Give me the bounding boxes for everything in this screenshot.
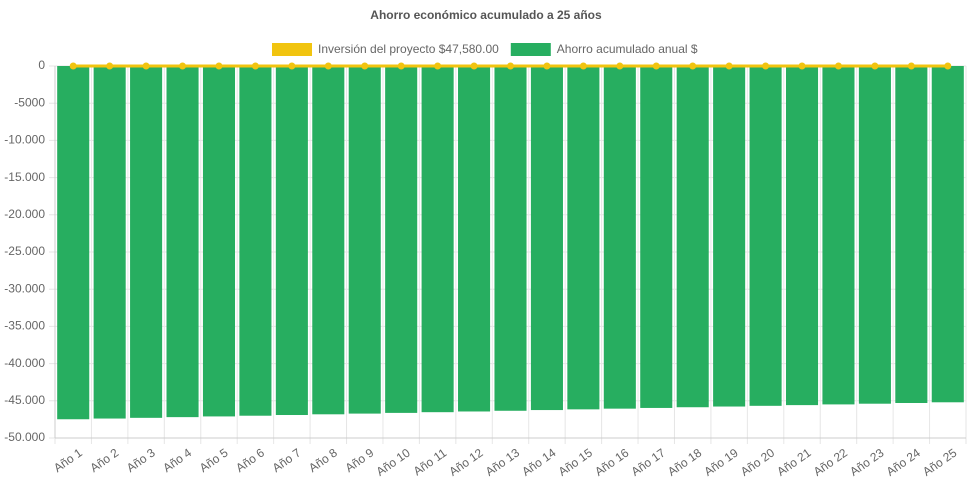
bar (676, 66, 709, 408)
x-tick-label: Año 6 (233, 445, 267, 475)
line-point (470, 62, 478, 70)
bar (312, 66, 345, 415)
bar (713, 66, 746, 407)
line-point (944, 62, 952, 70)
bar (858, 66, 891, 404)
y-tick-label: -45.000 (4, 393, 45, 407)
x-tick-label: Año 12 (446, 445, 485, 478)
line-point (579, 62, 587, 70)
x-tick-label: Año 10 (374, 445, 413, 478)
line-point (616, 62, 624, 70)
y-tick-label: -35.000 (4, 319, 45, 333)
x-tick-label: Año 3 (124, 445, 158, 475)
bar (749, 66, 782, 406)
line-point (179, 62, 187, 70)
x-tick-label: Año 13 (483, 445, 522, 478)
bar (166, 66, 199, 418)
line-point (652, 62, 660, 70)
x-tick-label: Año 8 (306, 445, 340, 475)
line-point (324, 62, 332, 70)
y-tick-label: -25.000 (4, 244, 45, 258)
bar (567, 66, 600, 410)
legend-swatch (272, 43, 312, 56)
x-tick-label: Año 20 (738, 445, 777, 478)
x-tick-label: Año 1 (51, 445, 85, 475)
bar (458, 66, 491, 412)
bar (822, 66, 855, 405)
line-point (725, 62, 733, 70)
line-point (142, 62, 150, 70)
x-tick-label: Año 2 (87, 445, 121, 475)
bar (239, 66, 272, 416)
bar (603, 66, 636, 409)
bar (348, 66, 381, 414)
line-point (106, 62, 114, 70)
x-tick-label: Año 7 (270, 445, 304, 475)
line-point (834, 62, 842, 70)
x-tick-label: Año 19 (701, 445, 740, 478)
x-tick-label: Año 23 (847, 445, 886, 478)
bar (421, 66, 454, 413)
x-tick-label: Año 15 (556, 445, 595, 478)
line-point (543, 62, 551, 70)
x-tick-label: Año 17 (629, 445, 668, 478)
x-tick-label: Año 22 (811, 445, 850, 478)
line-point (798, 62, 806, 70)
chart-title: Ahorro económico acumulado a 25 años (370, 8, 602, 22)
x-tick-label: Año 24 (884, 445, 923, 478)
line-point (397, 62, 405, 70)
legend-label: Ahorro acumulado anual $ (557, 42, 698, 56)
line-point (762, 62, 770, 70)
bar (57, 66, 90, 420)
legend-swatch (510, 43, 551, 56)
x-tick-label: Año 11 (411, 445, 450, 478)
bar (130, 66, 163, 418)
line-point (288, 62, 296, 70)
line-point (251, 62, 259, 70)
line-point (215, 62, 223, 70)
y-tick-label: -15.000 (4, 170, 45, 184)
y-tick-label: -20.000 (4, 207, 45, 221)
bar (93, 66, 126, 419)
x-tick-label: Año 4 (160, 445, 194, 475)
line-point (871, 62, 879, 70)
line-point (361, 62, 369, 70)
line-point (907, 62, 915, 70)
x-tick-label: Año 5 (197, 445, 231, 475)
y-tick-label: -10.000 (4, 133, 45, 147)
bar (931, 66, 964, 403)
line-point (689, 62, 697, 70)
line-point (434, 62, 442, 70)
x-tick-label: Año 16 (592, 445, 631, 478)
x-tick-label: Año 9 (343, 445, 377, 475)
bar (895, 66, 928, 403)
bar (530, 66, 563, 411)
y-tick-label: -40.000 (4, 356, 45, 370)
y-tick-label: 0 (38, 58, 45, 72)
bar (494, 66, 527, 411)
bar (275, 66, 308, 416)
bar (385, 66, 418, 413)
line-point (69, 62, 77, 70)
bar (640, 66, 673, 408)
y-tick-label: -5000 (14, 95, 45, 109)
line-point (507, 62, 514, 70)
bar (785, 66, 819, 406)
y-tick-label: -50.000 (4, 430, 45, 444)
x-tick-label: Año 25 (920, 445, 959, 478)
bar (202, 66, 236, 417)
y-tick-label: -30.000 (4, 281, 45, 295)
x-tick-label: Año 14 (519, 445, 558, 478)
legend-label: Inversión del proyecto $47,580.00 (318, 42, 499, 56)
x-tick-label: Año 18 (665, 445, 704, 478)
x-tick-label: Año 21 (774, 445, 813, 478)
